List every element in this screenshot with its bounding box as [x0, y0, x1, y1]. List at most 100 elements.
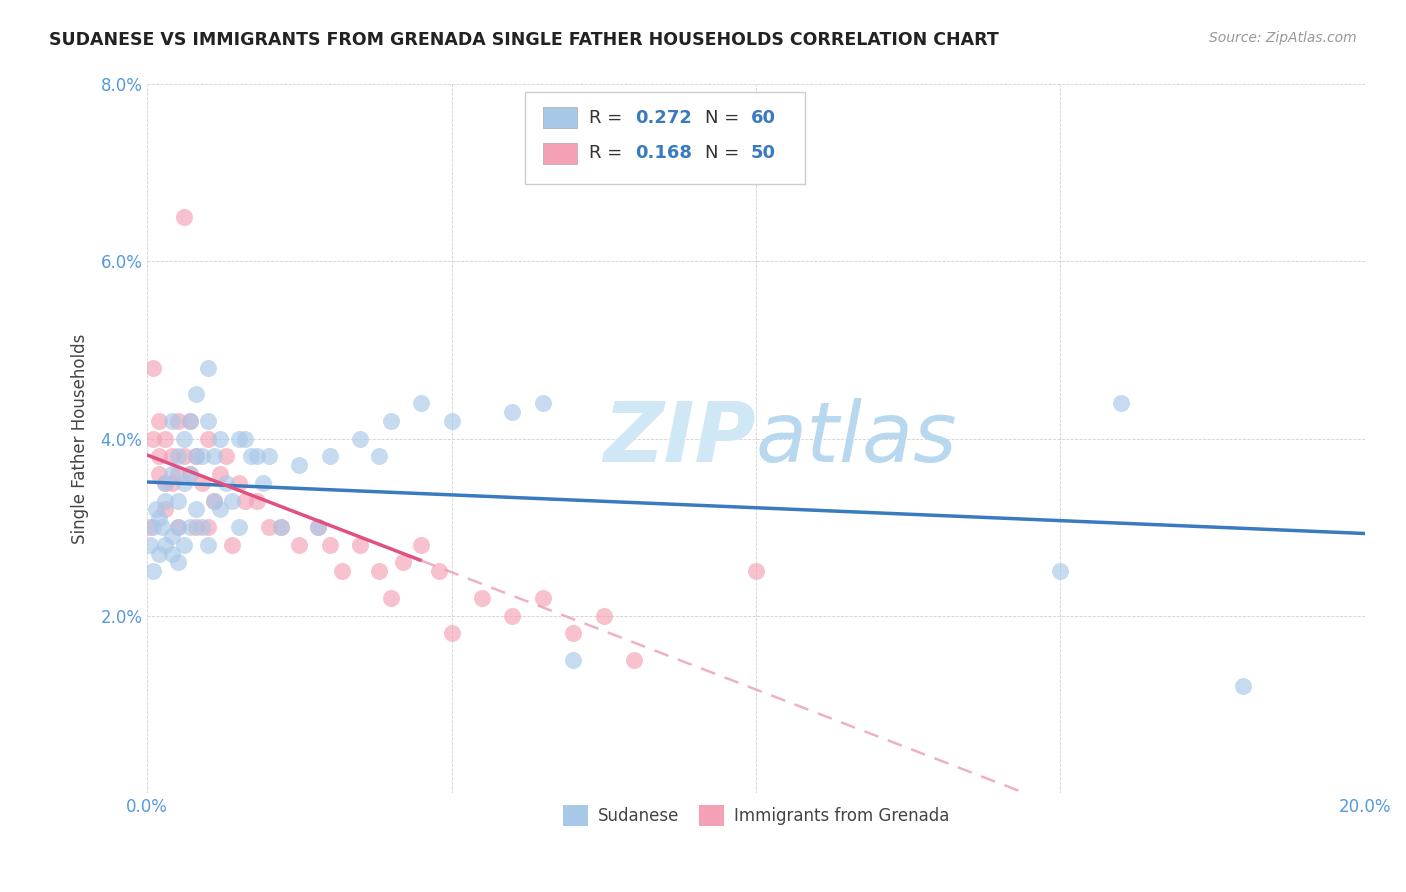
Point	[160, 467, 183, 481]
FancyBboxPatch shape	[524, 92, 804, 184]
Point	[228, 432, 250, 446]
Point	[142, 520, 165, 534]
Point	[155, 475, 177, 490]
Point	[246, 449, 269, 463]
Text: N =: N =	[704, 109, 745, 127]
Point	[246, 493, 269, 508]
Point	[145, 502, 167, 516]
Point	[215, 475, 238, 490]
Text: 0.272: 0.272	[636, 109, 692, 127]
Point	[160, 449, 183, 463]
Point	[209, 502, 232, 516]
Point	[166, 556, 188, 570]
Point	[160, 475, 183, 490]
Point	[440, 626, 463, 640]
Point	[155, 475, 177, 490]
Point	[257, 449, 280, 463]
Point	[197, 414, 219, 428]
Point	[173, 538, 195, 552]
Text: atlas: atlas	[756, 398, 957, 479]
Point	[623, 653, 645, 667]
Point	[380, 591, 402, 605]
Point	[166, 520, 188, 534]
Text: ZIP: ZIP	[603, 398, 756, 479]
Point	[1109, 396, 1132, 410]
Point	[155, 432, 177, 446]
Point	[173, 449, 195, 463]
Point	[501, 608, 523, 623]
Point	[155, 538, 177, 552]
Point	[233, 493, 256, 508]
Point	[155, 502, 177, 516]
Point	[179, 414, 201, 428]
Point	[471, 591, 494, 605]
Point	[202, 449, 225, 463]
Point	[160, 547, 183, 561]
Point	[562, 653, 585, 667]
Point	[202, 493, 225, 508]
Point	[1232, 680, 1254, 694]
Point	[184, 449, 207, 463]
Point	[257, 520, 280, 534]
Point	[166, 520, 188, 534]
Point	[197, 360, 219, 375]
Point	[745, 565, 768, 579]
Text: 50: 50	[751, 145, 776, 162]
Point	[179, 467, 201, 481]
Point	[202, 493, 225, 508]
Point	[319, 538, 342, 552]
Point	[148, 467, 170, 481]
Point	[179, 520, 201, 534]
Point	[367, 449, 389, 463]
Text: R =: R =	[589, 109, 628, 127]
Point	[252, 475, 274, 490]
FancyBboxPatch shape	[543, 107, 576, 128]
Point	[184, 449, 207, 463]
Point	[184, 520, 207, 534]
Point	[209, 432, 232, 446]
Point	[173, 211, 195, 225]
Point	[239, 449, 262, 463]
Point	[233, 432, 256, 446]
Point	[173, 432, 195, 446]
Point	[142, 565, 165, 579]
Point	[349, 538, 371, 552]
Point	[179, 414, 201, 428]
Point	[531, 591, 554, 605]
Point	[319, 449, 342, 463]
Point	[166, 467, 188, 481]
Point	[367, 565, 389, 579]
Point	[1049, 565, 1071, 579]
Point	[197, 520, 219, 534]
Point	[142, 360, 165, 375]
Text: 0.168: 0.168	[636, 145, 692, 162]
Point	[562, 626, 585, 640]
Text: SUDANESE VS IMMIGRANTS FROM GRENADA SINGLE FATHER HOUSEHOLDS CORRELATION CHART: SUDANESE VS IMMIGRANTS FROM GRENADA SING…	[49, 31, 998, 49]
Point	[142, 432, 165, 446]
Text: N =: N =	[704, 145, 745, 162]
Text: 60: 60	[751, 109, 776, 127]
Point	[166, 414, 188, 428]
Point	[179, 467, 201, 481]
Point	[166, 449, 188, 463]
Point	[501, 405, 523, 419]
Point	[411, 396, 433, 410]
Point	[191, 449, 214, 463]
Point	[288, 538, 311, 552]
Point	[173, 475, 195, 490]
Point	[288, 458, 311, 472]
Point	[440, 414, 463, 428]
Point	[152, 520, 174, 534]
Point	[270, 520, 292, 534]
Point	[307, 520, 329, 534]
Text: Source: ZipAtlas.com: Source: ZipAtlas.com	[1209, 31, 1357, 45]
Point	[429, 565, 451, 579]
Point	[184, 502, 207, 516]
Point	[209, 467, 232, 481]
Point	[139, 538, 162, 552]
FancyBboxPatch shape	[543, 143, 576, 164]
Point	[155, 493, 177, 508]
Point	[221, 493, 243, 508]
Point	[184, 387, 207, 401]
Point	[392, 556, 415, 570]
